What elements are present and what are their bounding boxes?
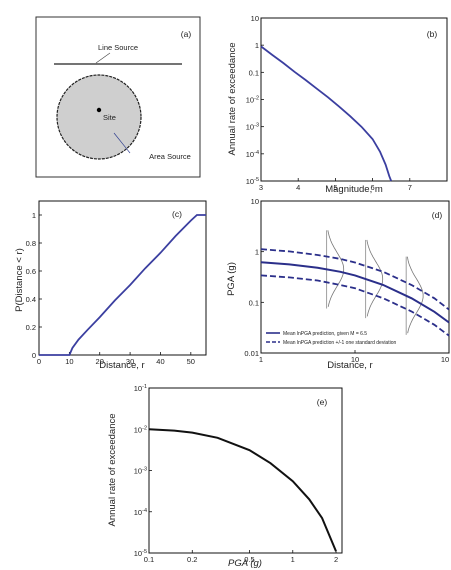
panel-e-xtick-label: 0.2: [187, 555, 197, 564]
panel-d-ytick-label: 0.1: [249, 298, 259, 307]
panel-b-label: (b): [427, 29, 438, 39]
panel-b-ytick-label: 1: [255, 41, 259, 50]
panel-b-xtick-label: 5: [333, 183, 337, 192]
panel-c-ytick-label: 0.2: [26, 323, 36, 332]
panel-d-label: (d): [432, 210, 443, 220]
area-source-label: Area Source: [149, 152, 191, 161]
panel-c-ytick-label: 0.4: [26, 295, 36, 304]
panel-b-xtick-label: 7: [408, 183, 412, 192]
panel-c-ytick-label: 0.6: [26, 267, 36, 276]
panel-e-series-line: [148, 428, 337, 552]
panel-d-sigma-line: [260, 274, 450, 337]
line-source-label: Line Source: [98, 43, 138, 52]
panel-c-xtick-label: 10: [65, 357, 73, 366]
area-source: [56, 74, 142, 160]
panel-b-xtick-label: 4: [296, 183, 300, 192]
panel-b-ytick-label: 10: [251, 14, 259, 23]
panel-c-xtick-label: 20: [96, 357, 104, 366]
panel-c-ytick-label: 0.8: [26, 239, 36, 248]
panel-b-xtick-label: 3: [259, 183, 263, 192]
panel-c-xtick-label: 0: [37, 357, 41, 366]
panel-b-series-line: [260, 45, 393, 182]
panel-e-xtick-label: 1: [291, 555, 295, 564]
panel-d-ytick-label: 1: [255, 248, 259, 257]
panel-c-axes: [38, 200, 207, 356]
panel-c-xtick-label: 30: [126, 357, 134, 366]
panel-d-distribution: [406, 256, 424, 334]
panel-e-ytick-label: 10-2: [134, 425, 147, 434]
panel-b-ytick-label: 10-3: [246, 123, 259, 132]
panel-d-xlabel: Distance, r: [327, 360, 372, 371]
panel-d-distribution: [327, 230, 345, 307]
panel-b-ytick-label: 0.1: [249, 68, 259, 77]
line-source-pointer: [95, 52, 111, 64]
panel-d-mean-line: [260, 261, 450, 324]
panel-c-ytick-label: 0: [32, 351, 36, 360]
panel-b-ylabel: Annual rate of exceedance: [227, 42, 238, 155]
panel-d-legend-item: Mean lnPGA prediction +/-1 one standard …: [283, 340, 396, 346]
panel-e-xtick-label: 2: [334, 555, 338, 564]
panel-c-xtick-label: 40: [156, 357, 164, 366]
panel-a-label: (a): [181, 29, 192, 39]
panel-c-xtick-label: 50: [187, 357, 195, 366]
panel-e-axes: [148, 387, 343, 554]
panel-d-ytick-label: 10: [251, 197, 259, 206]
panel-b-axes: [260, 17, 448, 182]
panel-d-ylabel: PGA (g): [226, 262, 237, 296]
panel-b-ytick-label: 10-4: [246, 150, 259, 159]
area-source-pointer: [113, 132, 131, 154]
panel-b-ytick-label: 10-2: [246, 96, 259, 105]
panel-d-distribution: [366, 239, 384, 317]
panel-d-xtick-label: 10: [441, 355, 449, 364]
panel-e-xtick-label: 0.1: [144, 555, 154, 564]
panel-b-ytick-label: 10-5: [246, 177, 259, 186]
site-dot: [96, 107, 102, 113]
panel-d-xtick-label: 1: [259, 355, 263, 364]
panel-e-ytick-label: 10-1: [134, 384, 147, 393]
panel-a-frame: [35, 16, 201, 178]
panel-e-label: (e): [317, 397, 328, 407]
panel-e-ytick-label: 10-5: [134, 549, 147, 558]
panel-e-xtick-label: 0.5: [244, 555, 254, 564]
panel-d-xtick-label: 10: [351, 355, 359, 364]
panel-d-sigma-line: [260, 248, 450, 311]
panel-b-xlabel: Magnitude, m: [325, 184, 383, 195]
panel-c-xlabel: Distance, r: [99, 360, 144, 371]
panel-c-label: (c): [172, 209, 182, 219]
panel-e-ytick-label: 10-3: [134, 467, 147, 476]
panel-d-legend-item: Mean lnPGA prediction, given M = 6.5: [283, 331, 367, 337]
site-label: Site: [103, 113, 116, 122]
panel-b-xtick-label: 6: [371, 183, 375, 192]
panel-d-ytick-label: 0.01: [244, 349, 259, 358]
panel-e-xlabel: PGA (g): [228, 558, 262, 569]
panel-e-ytick-label: 10-4: [134, 508, 147, 517]
panel-c-series-line: [39, 214, 206, 356]
panel-c-ylabel: P(Distance < r): [14, 248, 25, 312]
panel-e-ylabel: Annual rate of exceedance: [107, 413, 118, 526]
panel-c-ytick-label: 1: [32, 211, 36, 220]
